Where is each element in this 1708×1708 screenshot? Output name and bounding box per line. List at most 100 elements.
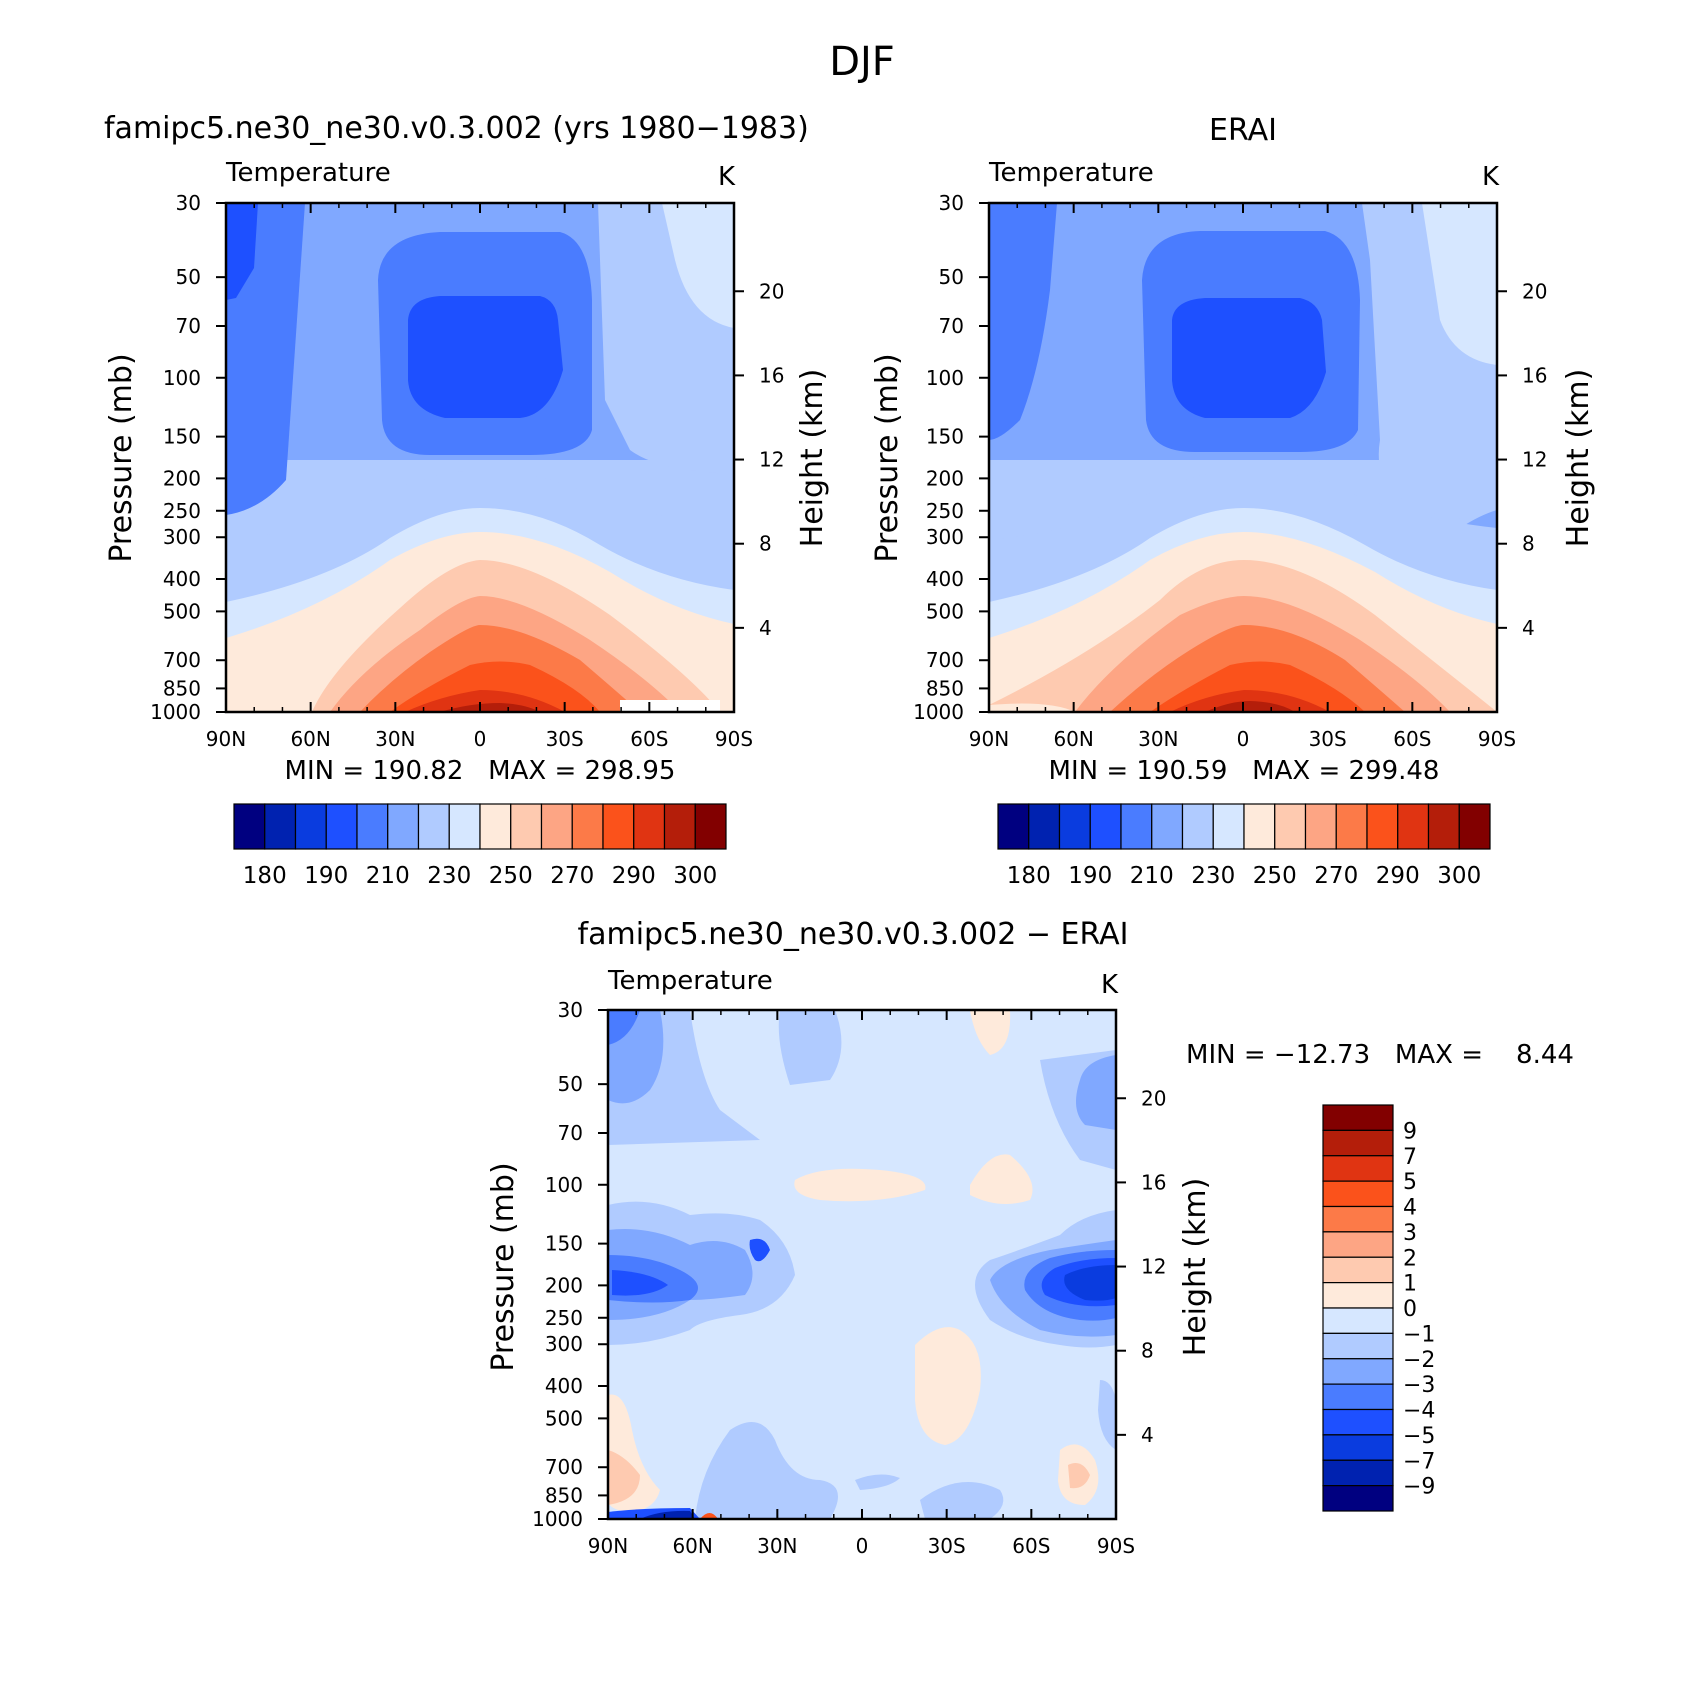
colorbar-swatch (663, 803, 696, 850)
panel-model: famipc5.ne30_ne30.v0.3.002 (yrs 1980−198… (104, 111, 830, 889)
y-tick-label: 500 (545, 1406, 583, 1430)
colorbar-swatch (1397, 803, 1430, 850)
x-tick-label: 90N (588, 1534, 628, 1558)
colorbar-label: 4 (1403, 1196, 1417, 1221)
colorbar-label: 5 (1403, 1170, 1417, 1195)
colorbar-swatch (1028, 803, 1061, 850)
colorbar-swatch (1089, 803, 1122, 850)
y-tick-label: 200 (545, 1273, 583, 1297)
page-title: DJF (829, 39, 895, 85)
y-right-tick-label: 12 (1141, 1255, 1166, 1279)
colorbar-swatch (1243, 803, 1276, 850)
sh-warm-30 (970, 1010, 1011, 1055)
y-tick-label: 300 (545, 1332, 583, 1356)
colorbar-swatch (356, 803, 389, 850)
x-tick-label: 90S (1478, 727, 1516, 751)
y-tick-label: 30 (176, 191, 201, 215)
colorbar-swatch (510, 803, 543, 850)
nh-200-cold-dot (749, 1238, 770, 1262)
warm-band-7 (440, 703, 540, 712)
sh-low-strip (1098, 1380, 1116, 1450)
y-tick-label: 100 (545, 1173, 583, 1197)
min-max-text: MIN = 190.59 MAX = 299.48 (1049, 756, 1440, 786)
colorbar-label: 300 (673, 863, 717, 889)
y-axis-label: Pressure (mb) (486, 1162, 521, 1371)
y-right-tick-label: 4 (759, 616, 772, 640)
topography-mask (620, 700, 720, 712)
colorbar-swatch (448, 803, 481, 850)
colorbar-label: 3 (1403, 1221, 1417, 1246)
colorbar-swatch (417, 803, 450, 850)
units-label: K (718, 162, 736, 192)
tropopause-cold-core (408, 296, 563, 418)
colorbar-label: −9 (1403, 1475, 1435, 1500)
lowlevel-cold-2 (855, 1474, 900, 1490)
colorbar-label: 190 (1068, 863, 1112, 889)
colorbar-swatch (571, 803, 604, 850)
x-tick-label: 0 (474, 727, 487, 751)
x-tick-label: 30N (757, 1534, 797, 1558)
y-axis-right-label: Height (km) (795, 369, 830, 548)
colorbar-label: 210 (1130, 863, 1174, 889)
y-right-tick-label: 12 (1522, 448, 1547, 472)
tropics-warm-100 (794, 1168, 926, 1202)
colorbar: 180 190 210 230 250 270 290 300 (233, 803, 727, 889)
y-tick-label: 300 (926, 525, 964, 549)
colorbar-label: 230 (1191, 863, 1235, 889)
y-tick-label: 300 (163, 525, 201, 549)
panel-title: ERAI (1209, 113, 1277, 148)
colorbar-label: 290 (612, 863, 656, 889)
sh-strat-cold-b (1076, 1055, 1116, 1130)
x-tick-label: 30N (375, 727, 415, 751)
y-tick-label: 30 (558, 998, 583, 1022)
x-tick-label: 30N (1138, 727, 1178, 751)
y-right-tick-label: 8 (759, 532, 772, 556)
colorbar-swatch (1322, 1180, 1394, 1208)
colorbar-label: 190 (304, 863, 348, 889)
colorbar-swatch (997, 803, 1030, 850)
x-tick-label: 60N (672, 1534, 712, 1558)
x-tick-label: 0 (856, 1534, 869, 1558)
colorbar-swatch (325, 803, 358, 850)
colorbar-label: 210 (366, 863, 410, 889)
colorbar-swatch (540, 803, 573, 850)
axes: 90N 60N 30N 0 30S 60S 90S 30 50 70 100 150 200 250300… (150, 191, 784, 751)
y-tick-label: 700 (163, 648, 201, 672)
y-tick-label: 70 (939, 314, 964, 338)
warm-band-7 (1205, 701, 1295, 712)
colorbar-swatch (1322, 1205, 1394, 1233)
panel-obs: ERAI Temperature K 90N 60N 30N 0 30S 60S 90S 30… (870, 113, 1596, 889)
field-fill (608, 1010, 1116, 1519)
axes: 90N 60N 30N 0 30S 60S 90S 30 50 70 100 150 200 250300… (532, 998, 1166, 1558)
y-right-tick-label: 16 (1141, 1170, 1166, 1194)
y-right-tick-label: 20 (1141, 1086, 1166, 1110)
colorbar-swatch (1322, 1256, 1394, 1284)
colorbar-swatch (694, 803, 727, 850)
colorbar-label: −3 (1403, 1373, 1435, 1398)
colorbar-swatch (602, 803, 635, 850)
southern-warm-top (1422, 203, 1497, 365)
axes: 90N 60N 30N 0 30S 60S 90S 30 50 70 100 150 200 250300… (913, 191, 1547, 751)
colorbar-swatch (1335, 803, 1368, 850)
y-tick-label: 850 (163, 676, 201, 700)
y-tick-label: 700 (926, 648, 964, 672)
colorbar-label: 7 (1403, 1145, 1417, 1170)
colorbar-swatch (1181, 803, 1214, 850)
x-tick-label: 60S (630, 727, 668, 751)
y-tick-label: 50 (176, 265, 201, 289)
y-tick-label: 400 (545, 1374, 583, 1398)
units-label: K (1482, 162, 1500, 192)
colorbar-label: 230 (427, 863, 471, 889)
x-tick-label: 60S (1393, 727, 1431, 751)
y-right-tick-label: 4 (1141, 1423, 1154, 1447)
colorbar-swatch (1304, 803, 1337, 850)
colorbar-swatch (633, 803, 666, 850)
left-string: Temperature (225, 158, 391, 188)
colorbar-swatch (1322, 1485, 1394, 1512)
colorbar-swatch (1322, 1282, 1394, 1309)
colorbar-label: 250 (1253, 863, 1297, 889)
colorbar-label: 9 (1403, 1119, 1417, 1144)
colorbar-swatch (1212, 803, 1245, 850)
y-right-tick-label: 20 (759, 279, 784, 303)
